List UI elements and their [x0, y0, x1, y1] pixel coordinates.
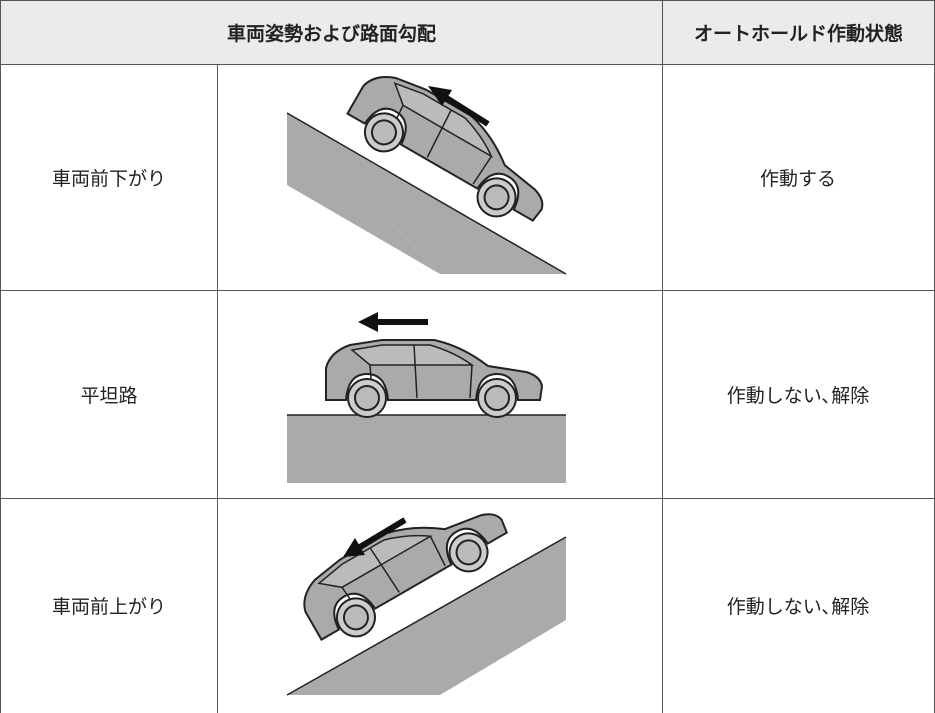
condition-cell: 車両前下がり	[0, 64, 218, 291]
car	[325, 339, 543, 418]
arrow	[358, 517, 407, 550]
road-line	[286, 536, 567, 696]
illustration-cell	[217, 290, 663, 499]
road	[287, 415, 566, 483]
arrow	[443, 94, 490, 127]
road-line	[286, 112, 567, 275]
arrow-head	[343, 538, 365, 557]
condition-cell: 車両前上がり	[0, 498, 218, 713]
illustration-cell	[217, 498, 663, 713]
condition-cell: 平坦路	[0, 290, 218, 499]
illustration-cell	[217, 64, 663, 291]
header-cell: オートホールド作動状態	[662, 0, 935, 65]
slope	[287, 113, 440, 274]
header-cell: 車両姿勢および路面勾配	[0, 0, 663, 65]
arrow-head	[428, 86, 452, 106]
arrow-head	[358, 312, 378, 332]
